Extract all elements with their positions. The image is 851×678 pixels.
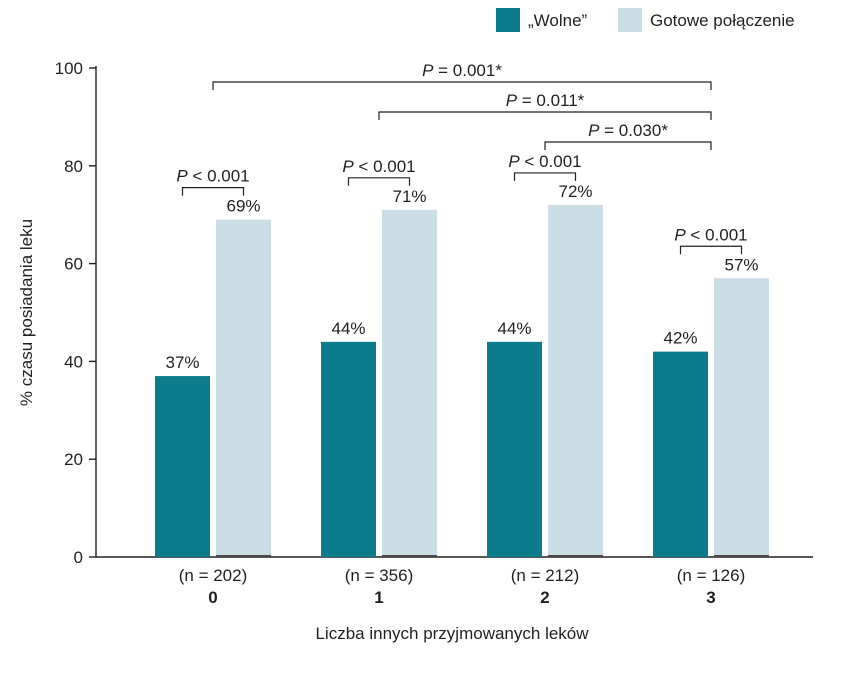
x-category-label: 2 — [540, 588, 549, 607]
comparison-pval: P = 0.030* — [588, 121, 668, 140]
legend-swatch-wolne — [496, 8, 520, 32]
pair-bracket — [183, 188, 244, 196]
comparison-bracket — [379, 112, 711, 120]
bar-label-gotowe: 57% — [724, 255, 758, 274]
n-label: (n = 202) — [179, 566, 248, 585]
bar-gotowe — [216, 220, 271, 557]
n-label: (n = 356) — [345, 566, 414, 585]
legend-swatch-gotowe — [618, 8, 642, 32]
x-category-label: 3 — [706, 588, 715, 607]
bar-label-gotowe: 69% — [226, 197, 260, 216]
bar-gotowe — [382, 210, 437, 557]
bar-gotowe — [714, 278, 769, 557]
bar-label-wolne: 44% — [331, 319, 365, 338]
y-tick-label: 0 — [74, 548, 83, 567]
comparison-pval: P = 0.001* — [422, 61, 502, 80]
bar-wolne — [321, 342, 376, 557]
x-category-label: 0 — [208, 588, 217, 607]
bar-gotowe — [548, 205, 603, 557]
bar-chart: „Wolne”Gotowe połączenie020406080100% cz… — [0, 0, 851, 678]
comparison-bracket — [545, 142, 711, 150]
legend-label-gotowe: Gotowe połączenie — [650, 11, 795, 30]
comparison-pval: P = 0.011* — [506, 91, 585, 110]
y-tick-label: 20 — [64, 450, 83, 469]
y-tick-label: 60 — [64, 255, 83, 274]
pair-bracket — [349, 178, 410, 186]
bar-wolne — [155, 376, 210, 557]
y-tick-label: 80 — [64, 157, 83, 176]
y-tick-label: 100 — [55, 59, 83, 78]
legend-label-wolne: „Wolne” — [528, 11, 588, 30]
pair-pval: P < 0.001 — [342, 157, 415, 176]
pair-pval: P < 0.001 — [176, 167, 249, 186]
bar-label-wolne: 44% — [497, 319, 531, 338]
pair-pval: P < 0.001 — [674, 225, 747, 244]
y-axis-title: % czasu posiadania leku — [17, 219, 36, 406]
bar-label-gotowe: 72% — [558, 182, 592, 201]
n-label: (n = 126) — [677, 566, 746, 585]
bar-label-gotowe: 71% — [392, 187, 426, 206]
comparison-bracket — [213, 82, 711, 90]
bar-wolne — [653, 352, 708, 557]
bar-label-wolne: 42% — [663, 329, 697, 348]
bar-base-accent — [548, 555, 603, 557]
chart-container: { "chart": { "type": "grouped-bar", "wid… — [0, 0, 851, 678]
pair-bracket — [515, 173, 576, 181]
pair-pval: P < 0.001 — [508, 152, 581, 171]
n-label: (n = 212) — [511, 566, 580, 585]
bar-base-accent — [216, 555, 271, 557]
y-tick-label: 40 — [64, 352, 83, 371]
bar-base-accent — [382, 555, 437, 557]
bar-label-wolne: 37% — [165, 353, 199, 372]
bar-wolne — [487, 342, 542, 557]
x-category-label: 1 — [374, 588, 383, 607]
pair-bracket — [681, 246, 742, 254]
x-axis-title: Liczba innych przyjmowanych leków — [315, 624, 589, 643]
bar-base-accent — [714, 555, 769, 557]
